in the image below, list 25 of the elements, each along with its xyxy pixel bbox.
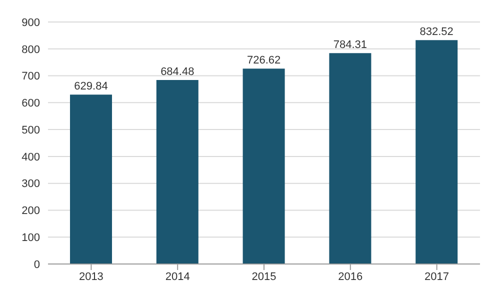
bar [329, 53, 372, 264]
y-tick-label: 600 [22, 98, 40, 110]
y-tick-label: 800 [22, 44, 40, 56]
x-tick-label: 2014 [165, 270, 190, 283]
bar [242, 68, 285, 264]
y-tick-label: 500 [22, 124, 40, 136]
y-tick-label: 700 [22, 70, 40, 83]
y-tick-label: 0 [34, 258, 40, 271]
bar [416, 40, 458, 264]
data-label: 726.62 [246, 54, 281, 67]
x-tick-label: 2016 [338, 270, 363, 283]
y-tick-label: 100 [22, 232, 40, 244]
x-tick-label: 2015 [252, 270, 276, 283]
data-label: 629.84 [74, 80, 108, 93]
data-label: 832.52 [420, 26, 454, 38]
data-label: 684.48 [160, 66, 194, 78]
y-tick-label: 400 [22, 151, 40, 164]
y-tick-label: 300 [22, 178, 40, 190]
data-label: 784.31 [333, 39, 368, 52]
y-tick-label: 900 [22, 16, 40, 29]
x-tick-label: 2017 [424, 270, 450, 283]
bar [156, 80, 198, 264]
x-tick-label: 2013 [78, 270, 104, 283]
bar [70, 94, 112, 264]
y-tick-label: 200 [22, 205, 40, 218]
